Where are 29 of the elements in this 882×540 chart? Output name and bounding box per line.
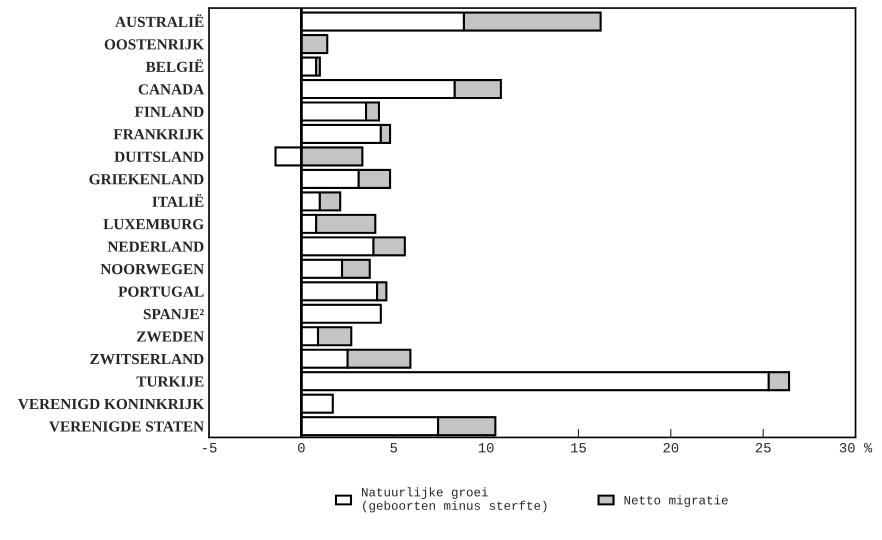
- y-tick-label: SPANJE²: [144, 308, 204, 320]
- y-tick-label: FINLAND: [134, 106, 204, 117]
- y-tick-label: LUXEMBURG: [103, 219, 204, 230]
- y-tick-label: CANADA: [138, 84, 204, 94]
- y-tick-label: ZWEDEN: [136, 332, 204, 342]
- y-tick-label: VERENIGDE STATEN: [49, 421, 204, 432]
- y-tick-label: PORTUGAL: [118, 286, 204, 297]
- y-tick-label: AUSTRALIË: [115, 14, 204, 28]
- x-tick-label: -5: [202, 443, 216, 452]
- y-tick-label: FRANKRIJK: [114, 129, 204, 140]
- x-tick-label: 10: [478, 443, 494, 452]
- legend-label: Netto migratie: [624, 495, 728, 507]
- x-tick-label: 25: [756, 443, 771, 452]
- y-tick-label: OOSTENRIJK: [104, 39, 204, 50]
- y-tick-label: NEDERLAND: [108, 242, 204, 252]
- x-tick-label: 0: [298, 443, 305, 452]
- y-tick-label: TURKIJE: [136, 376, 204, 387]
- y-tick-label: ITALIË: [152, 194, 204, 207]
- y-tick-label: BELGIË: [146, 59, 204, 72]
- x-tick-label: 30 %: [840, 443, 872, 452]
- y-tick-label: NOORWEGEN: [100, 264, 204, 274]
- y-tick-label: GRIEKENLAND: [89, 174, 204, 184]
- y-tick-label: VERENIGD KONINKRIJK: [18, 398, 204, 410]
- y-tick-label: DUITSLAND: [114, 152, 204, 162]
- legend-label: Natuurlijke groei (geboorten minus sterfte): [362, 487, 546, 512]
- y-tick-label: ZWITSERLAND: [90, 354, 204, 364]
- x-tick-label: 15: [571, 443, 586, 452]
- x-tick-label: 20: [663, 443, 678, 452]
- x-tick-label: 5: [390, 443, 398, 452]
